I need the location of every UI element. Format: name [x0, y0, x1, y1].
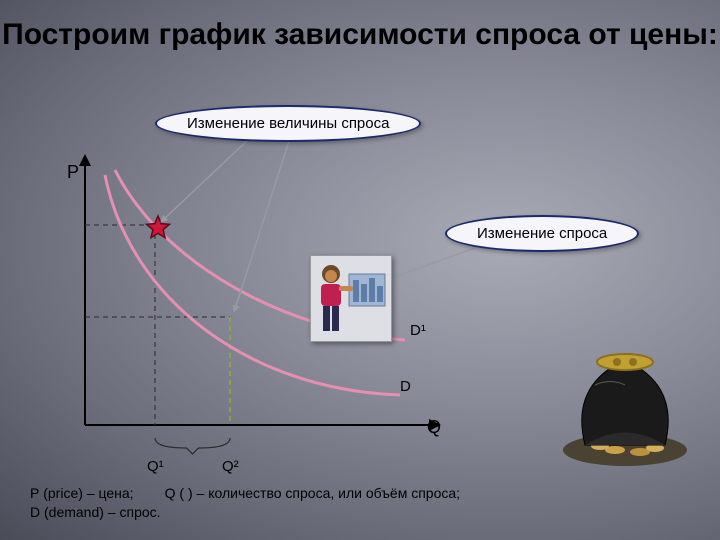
callout-demand-change: Изменение спроса	[445, 215, 639, 252]
y-axis-label: P	[67, 162, 79, 183]
illustration-presenter	[310, 255, 392, 342]
legend-q: Q ( ) – количество спроса, или объём спр…	[165, 485, 460, 501]
curve-label-d: D	[400, 378, 411, 395]
legend: Р (price) – цена; Q ( ) – количество спр…	[30, 484, 460, 522]
legend-d: D (demand) – спрос.	[30, 504, 161, 520]
curve-label-d1: D¹	[410, 322, 426, 339]
slide: Построим график зависимости спроса от це…	[0, 0, 720, 540]
x-tick-q2: Q²	[222, 458, 239, 475]
callout-magnitude-change: Изменение величины спроса	[155, 105, 421, 142]
illustration-purse	[555, 330, 695, 470]
x-tick-q1: Q¹	[147, 458, 164, 475]
x-axis-label: Q	[427, 417, 441, 438]
legend-p: Р (price) – цена;	[30, 485, 134, 501]
